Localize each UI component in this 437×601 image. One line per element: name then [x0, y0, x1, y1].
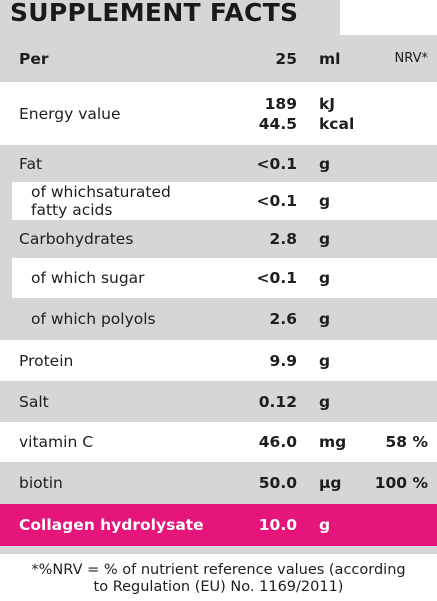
nutrient-nrv: 100 % — [374, 474, 428, 492]
nutrient-value: 9.9 — [269, 351, 297, 370]
row-saturated-fatty-acids-content: of whichsaturated fatty acids <0.1 g — [0, 166, 437, 236]
nutrient-value: 2.8 — [269, 230, 297, 248]
row-biotin: biotin 50.0 µg 100 % — [0, 462, 437, 504]
row-sugar-background — [12, 258, 437, 298]
header-unit: ml — [319, 49, 341, 68]
title-bar — [0, 0, 340, 35]
row-vitamin-c: vitamin C 46.0 mg 58 % — [0, 422, 437, 462]
nutrient-value: 50.0 — [258, 474, 297, 492]
row-saturated-fatty-acids — [12, 182, 437, 220]
value-kj: 189 — [264, 94, 297, 113]
row-of-which-polyols: of which polyols 2.6 g — [0, 298, 437, 340]
row-protein: Protein 9.9 g — [0, 340, 437, 381]
nutrient-name: Collagen hydrolysate — [19, 516, 204, 534]
name-line-2: fatty acids — [31, 201, 113, 219]
nutrient-name: biotin — [19, 474, 63, 492]
row-of-which-sugar: of which sugar <0.1 g — [0, 258, 437, 298]
row-salt: Salt 0.12 g — [0, 381, 437, 422]
nutrient-unit: kJ kcal — [319, 82, 374, 145]
nutrient-nrv: 58 % — [385, 433, 429, 451]
nutrient-value: 46.0 — [258, 433, 297, 451]
name-line-1: of whichsaturated — [31, 183, 171, 201]
nutrient-value: 189 44.5 — [227, 82, 297, 145]
nutrient-unit: mg — [319, 433, 347, 451]
nutrient-name: of whichsaturated fatty acids — [31, 166, 287, 236]
nutrient-unit: g — [319, 516, 331, 534]
row-carbohydrates: Carbohydrates 2.8 g — [0, 220, 437, 258]
nutrient-unit: g — [319, 351, 331, 370]
nutrient-unit: g — [319, 230, 331, 248]
footnote-line-2: to Regulation (EU) No. 1169/2011) — [93, 579, 344, 595]
unit-kcal: kcal — [319, 114, 355, 133]
supplement-facts-table: Per 25 ml NRV* Energy value 189 44.5 kJ … — [0, 35, 437, 554]
nutrient-name: Salt — [19, 392, 49, 411]
nutrient-name: vitamin C — [19, 433, 94, 451]
nutrient-name: of which polyols — [31, 310, 156, 328]
row-fat: Fat <0.1 g — [0, 145, 437, 182]
nutrient-name: Carbohydrates — [19, 230, 134, 248]
nutrient-value: 10.0 — [258, 516, 297, 534]
value-kcal: 44.5 — [258, 114, 297, 133]
nutrient-name: Energy value — [19, 104, 121, 123]
nutrient-unit: g — [319, 269, 331, 287]
row-energy-value: Energy value 189 44.5 kJ kcal — [0, 82, 437, 145]
nutrient-name: of which sugar — [31, 269, 145, 287]
nutrient-unit: g — [319, 392, 331, 411]
nutrient-value: <0.1 — [256, 154, 297, 173]
nutrient-unit: µg — [319, 474, 342, 492]
nutrient-value: <0.1 — [256, 269, 297, 287]
unit-kj: kJ — [319, 94, 336, 113]
header-per: Per — [19, 49, 49, 68]
nutrient-value: 0.12 — [258, 392, 297, 411]
nutrient-value: <0.1 — [256, 192, 297, 210]
table-header-row: Per 25 ml NRV* — [0, 35, 437, 82]
header-amount: 25 — [275, 49, 297, 68]
page-title: SUPPLEMENT FACTS — [10, 0, 299, 27]
nutrient-name: Fat — [19, 154, 43, 173]
nrv-footnote: *%NRV = % of nutrient reference values (… — [0, 562, 437, 596]
nutrient-unit: g — [319, 310, 331, 328]
row-collagen-hydrolysate: Collagen hydrolysate 10.0 g — [0, 504, 437, 546]
nutrient-value: 2.6 — [269, 310, 297, 328]
nutrient-unit: g — [319, 192, 331, 210]
footnote-line-1: *%NRV = % of nutrient reference values (… — [31, 562, 406, 578]
nutrient-name: Protein — [19, 351, 74, 370]
header-nrv: NRV* — [394, 51, 428, 66]
nutrient-unit: g — [319, 154, 331, 173]
